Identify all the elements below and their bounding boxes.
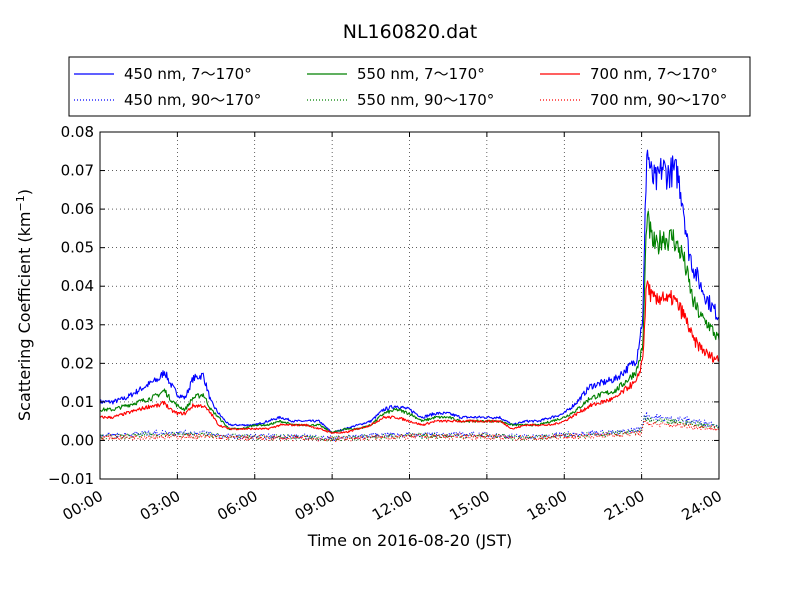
x-axis-label: Time on 2016-08-20 (JST)	[307, 531, 512, 550]
series-line	[100, 415, 720, 442]
legend: 450 nm, 7～170° 450 nm, 90～170° 550 nm, 7～1…	[68, 56, 751, 117]
x-tick-label: 00:00	[60, 487, 106, 524]
y-axis-label-main: Scattering Coefficient (km	[15, 211, 34, 421]
y-tick-label: 0.00	[61, 431, 94, 449]
x-tick-label: 15:00	[446, 487, 492, 524]
legend-frame	[68, 56, 751, 117]
legend-label: 450 nm, 7～170°	[124, 65, 252, 83]
x-tick-label: 09:00	[292, 487, 338, 524]
y-tick-label: −0.01	[48, 470, 94, 488]
x-tick-label: 06:00	[214, 487, 260, 524]
series-line	[99, 419, 720, 443]
y-tick-label: 0.02	[61, 354, 94, 372]
legend-label: 550 nm, 90～170°	[357, 91, 494, 109]
chart-title: NL160820.dat	[343, 21, 478, 43]
y-tick-label: 0.03	[61, 316, 94, 334]
y-tick-label: 0.07	[61, 162, 94, 180]
y-tick-label: 0.06	[61, 200, 94, 218]
y-tick-label: 0.05	[61, 239, 94, 257]
series-line	[99, 411, 720, 442]
grid-lines	[100, 132, 719, 479]
x-tick-label: 03:00	[137, 487, 183, 524]
legend-label: 700 nm, 7～170°	[590, 65, 718, 83]
y-axis-label-unit-exponent: −1	[14, 195, 27, 211]
series-line	[99, 149, 720, 434]
series-layer	[99, 149, 720, 443]
legend-label: 450 nm, 90～170°	[124, 91, 261, 109]
y-tick-label: 0.08	[61, 123, 94, 141]
y-axis-label-close: )	[15, 189, 34, 195]
x-tick-label: 24:00	[679, 487, 725, 524]
series-line	[99, 280, 720, 434]
x-tick-label: 12:00	[369, 487, 415, 524]
legend-label: 700 nm, 90～170°	[590, 91, 727, 109]
y-tick-label: 0.01	[61, 393, 94, 411]
legend-label: 550 nm, 7～170°	[357, 65, 485, 83]
y-axis: −0.01 0.00 0.01 0.02 0.03 0.04 0.05 0.06 0.07 0.0…	[48, 123, 719, 488]
x-tick-label: 18:00	[524, 487, 570, 524]
x-axis: 00:00 03:00 06:00 09:00 12:00 15:00 18:00 21:00…	[60, 132, 725, 524]
y-axis-label: Scattering Coefficient (km−1)	[14, 189, 34, 421]
series-line	[99, 210, 720, 434]
x-tick-label: 21:00	[601, 487, 647, 524]
y-tick-label: 0.04	[61, 277, 94, 295]
